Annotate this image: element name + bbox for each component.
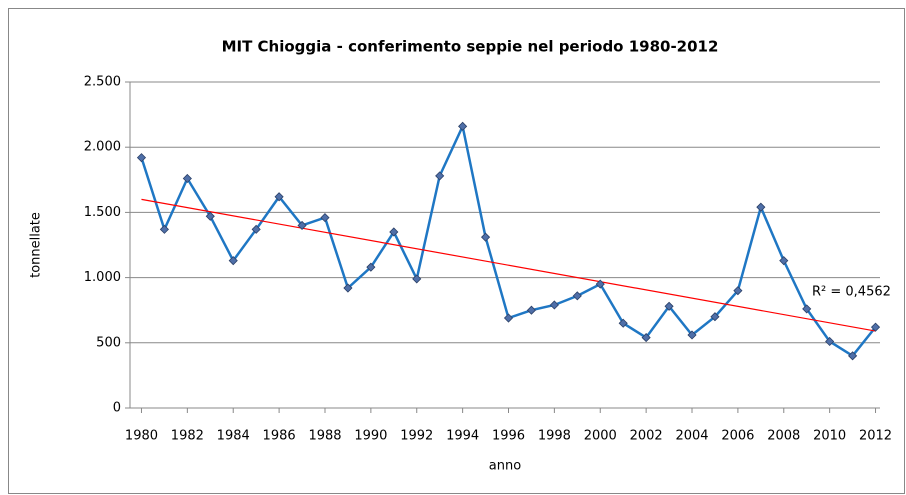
point	[435, 171, 445, 181]
point	[503, 313, 514, 323]
point	[159, 224, 169, 234]
x-tick-label: 1986	[263, 429, 296, 444]
point	[641, 333, 651, 343]
point	[825, 336, 835, 347]
x-axis-label: anno	[489, 459, 521, 474]
point	[710, 312, 720, 322]
x-tick-label: 2010	[813, 429, 846, 444]
x-tick-label: 1980	[125, 429, 158, 444]
x-tick-label: 1990	[354, 429, 387, 444]
point	[618, 318, 628, 328]
point	[802, 304, 812, 314]
x-tick-label: 1992	[400, 429, 433, 444]
chart-title: MIT Chioggia - conferimento seppie nel p…	[222, 38, 719, 56]
point	[274, 192, 284, 202]
x-tick-label: 1984	[217, 429, 250, 444]
x-tick-label: 1988	[308, 429, 341, 444]
x-tick-label: 2012	[859, 429, 892, 444]
y-tick-label: 2.000	[84, 140, 121, 155]
point	[343, 283, 353, 293]
point	[182, 173, 192, 184]
y-tick-label: 0	[113, 401, 121, 416]
y-tick-label: 2.500	[84, 75, 121, 90]
point	[687, 330, 697, 340]
point	[870, 322, 881, 332]
x-tick-label: 1982	[171, 429, 204, 444]
x-tick-label: 2000	[584, 429, 617, 444]
point	[412, 274, 422, 284]
point	[366, 262, 376, 272]
x-tick-label: 2008	[767, 429, 800, 444]
y-tick-label: 500	[96, 335, 121, 350]
point	[526, 305, 537, 315]
trendline	[141, 198, 876, 332]
x-tick-label: 1994	[446, 429, 479, 444]
point	[320, 213, 330, 223]
point	[228, 256, 238, 266]
point	[733, 286, 743, 296]
point	[572, 291, 582, 301]
chart-border	[8, 8, 905, 494]
point	[664, 301, 674, 311]
x-tick-label: 2002	[630, 429, 663, 444]
point	[779, 256, 789, 266]
point	[480, 232, 491, 242]
point	[756, 202, 766, 212]
point	[389, 227, 399, 237]
point	[595, 279, 605, 289]
x-tick-label: 1998	[538, 429, 571, 444]
y-tick-label: 1.000	[84, 270, 121, 285]
point	[458, 121, 468, 131]
point	[136, 153, 147, 163]
point	[848, 351, 858, 361]
point	[205, 211, 215, 221]
trendline-label: R² = 0,4562	[812, 285, 891, 300]
x-tick-label: 1996	[492, 429, 525, 444]
point	[549, 300, 559, 310]
y-axis-label: tonnellate	[29, 212, 44, 278]
point	[297, 220, 307, 231]
point	[251, 224, 261, 234]
x-tick-label: 2006	[721, 429, 754, 444]
y-tick-label: 1.500	[84, 205, 121, 220]
x-tick-label: 2004	[675, 429, 708, 444]
